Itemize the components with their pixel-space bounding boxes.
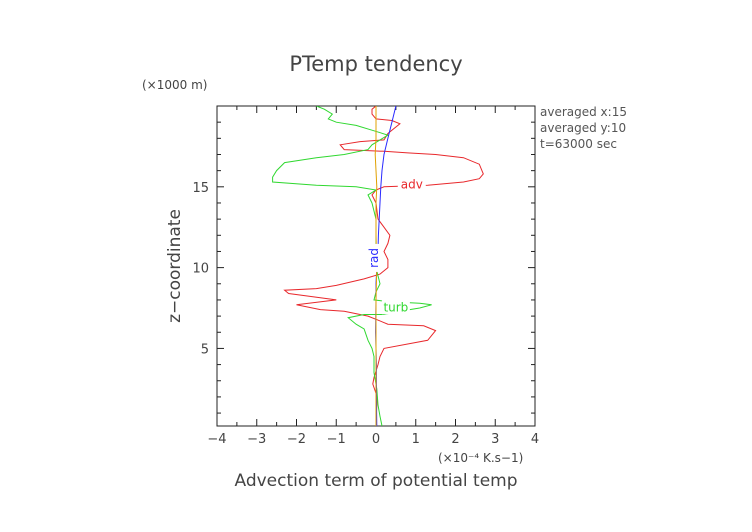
y-tick-label: 15 <box>192 181 209 196</box>
series-label-bg <box>366 243 381 272</box>
y-axis-label: z−coordinate <box>165 209 185 323</box>
series-line-adv <box>283 106 484 426</box>
y-tick-label: 10 <box>192 262 209 277</box>
x-tick-label: −2 <box>287 432 306 447</box>
info-line: t=63000 sec <box>540 137 617 151</box>
x-tick-label: −1 <box>327 432 346 447</box>
series-group <box>272 106 484 426</box>
series-label-bg <box>397 177 426 192</box>
series-labels: adv turb rad <box>366 177 426 315</box>
x-tick-label: 4 <box>531 432 539 447</box>
series-label-adv: adv <box>401 177 423 191</box>
series-label-rad: rad <box>367 248 381 268</box>
series-line-turb <box>272 106 432 426</box>
x-tick-label: −3 <box>247 432 266 447</box>
x-tick-label: 0 <box>372 432 380 447</box>
series-line-unlabeled <box>374 106 378 426</box>
y-tick-label: 5 <box>201 342 209 357</box>
info-line: averaged x:15 <box>540 105 627 119</box>
series-label-bg <box>381 300 410 315</box>
x-tick-label: 3 <box>491 432 499 447</box>
chart-title: PTemp tendency <box>289 52 462 76</box>
axis-ticks: −4 −3 −2 −1 0 1 2 3 4 5 10 15 <box>192 106 539 447</box>
info-text: averaged x:15 averaged y:10 t=63000 sec <box>540 105 627 151</box>
x-tick-label: 1 <box>412 432 420 447</box>
x-unit: (×10⁻⁴ K.s−1) <box>438 451 523 465</box>
x-tick-label: −4 <box>207 432 226 447</box>
series-label-turb: turb <box>383 300 408 314</box>
info-line: averaged y:10 <box>540 121 626 135</box>
x-tick-label: 2 <box>451 432 459 447</box>
x-axis-label: Advection term of potential temp <box>234 471 517 491</box>
y-unit: (×1000 m) <box>142 78 207 92</box>
